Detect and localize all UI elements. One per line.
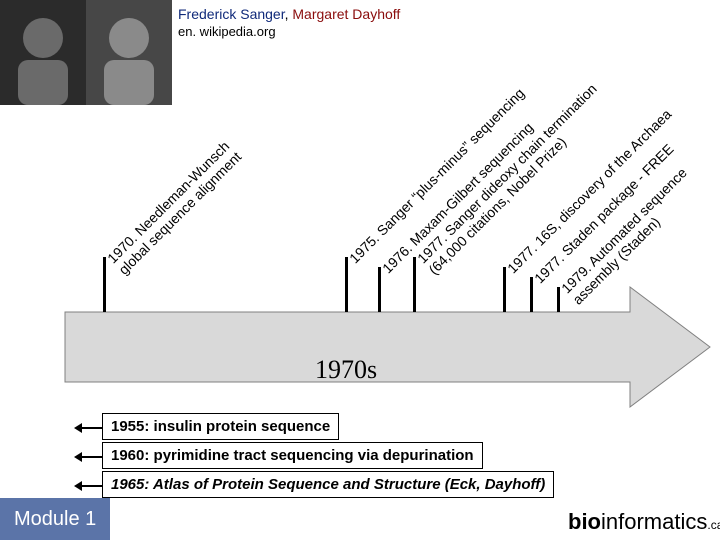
- footer-suffix: .ca: [707, 518, 720, 532]
- timeline-tick: [103, 257, 106, 312]
- timeline-tick: [557, 287, 560, 312]
- footer-logo: bioinformatics.ca: [568, 509, 720, 535]
- back-arrow-icon: [74, 479, 102, 497]
- back-arrow-icon: [74, 421, 102, 439]
- back-arrow-icon: [74, 450, 102, 468]
- timeline-tick: [413, 257, 416, 312]
- history-box: 1965: Atlas of Protein Sequence and Stru…: [102, 471, 554, 498]
- footer-rest: informatics: [601, 509, 707, 534]
- timeline-tick: [503, 267, 506, 312]
- history-box: 1960: pyrimidine tract sequencing via de…: [102, 442, 483, 469]
- footer-bold: bio: [568, 509, 601, 534]
- timeline-tick: [530, 277, 533, 312]
- module-badge: Module 1: [0, 498, 110, 540]
- timeline-tick: [378, 267, 381, 312]
- timeline-tick: [345, 257, 348, 312]
- history-box: 1955: insulin protein sequence: [102, 413, 339, 440]
- decade-label: 1970s: [315, 355, 377, 385]
